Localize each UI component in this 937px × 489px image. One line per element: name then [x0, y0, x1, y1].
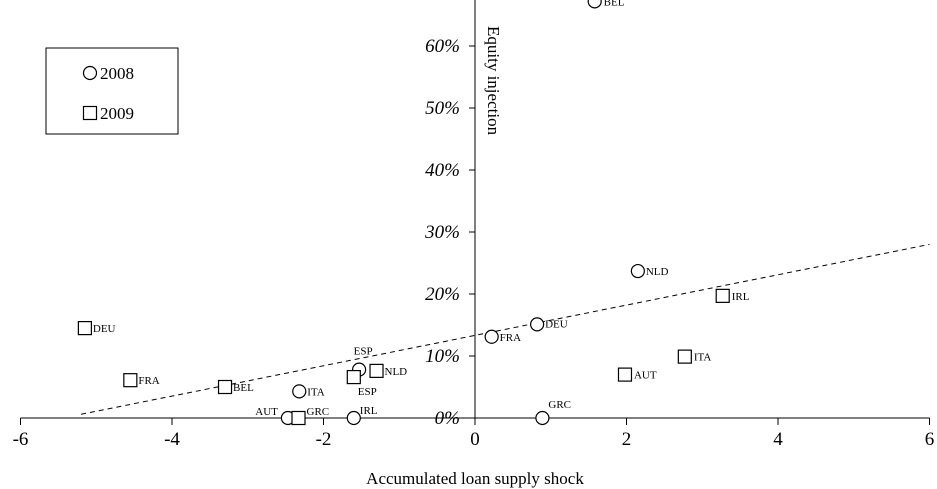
point-2009-bel: [217, 379, 233, 395]
point-label: AUT: [255, 406, 278, 418]
y-tick-label: 60%: [425, 36, 460, 57]
point-label: ITA: [307, 386, 325, 398]
point-2009-deu: [77, 321, 92, 336]
point-2008-irl: [346, 410, 361, 426]
legend-label-2009: 2009: [100, 104, 134, 123]
point-2009-fra: [123, 373, 138, 388]
point-2009-ita: [677, 349, 692, 364]
legend-box: [45, 47, 179, 135]
point-2009-aut: [617, 367, 633, 382]
point-2008-ita: [292, 384, 307, 399]
point-2009-nld: [369, 363, 384, 378]
point-2008-grc: [535, 410, 550, 426]
y-tick-label: 50%: [425, 98, 460, 119]
trend-line: [81, 243, 930, 415]
y-tick-label: 0%: [435, 408, 460, 429]
point-label: BEL: [233, 382, 254, 394]
x-tick-label: -2: [316, 429, 332, 450]
x-tick-label: -6: [13, 429, 29, 450]
y-axis-title: Equity injection: [484, 26, 503, 136]
x-tick-label: -4: [164, 429, 180, 450]
point-label: GRC: [548, 399, 571, 411]
y-tick-label: 40%: [425, 160, 460, 181]
point-label: BEL: [604, 0, 625, 8]
point-2009-grc: [291, 410, 306, 426]
y-tick-label: 30%: [424, 222, 460, 243]
point-label: ITA: [694, 352, 712, 364]
y-tick-label: 20%: [425, 284, 460, 305]
point-label: FRA: [138, 375, 159, 387]
x-tick-label: 4: [773, 429, 783, 450]
point-2009-esp: [346, 369, 361, 385]
point-label: IRL: [360, 405, 378, 417]
legend-circle-marker: [82, 65, 98, 81]
point-label: NLD: [385, 366, 408, 378]
point-2008-fra: [484, 329, 499, 344]
x-tick-label: 6: [925, 429, 935, 450]
point-label: FRA: [500, 332, 521, 344]
x-tick-label: 0: [470, 429, 480, 450]
legend-square-marker: [82, 105, 98, 121]
point-2009-irl: [715, 288, 730, 303]
point-label: DEU: [93, 323, 116, 335]
legend-label-2008: 2008: [100, 64, 134, 83]
point-label: NLD: [646, 266, 669, 278]
y-tick-label: 10%: [425, 346, 460, 367]
x-tick-label: 2: [622, 429, 632, 450]
point-label: GRC: [307, 406, 330, 418]
point-label: IRL: [732, 291, 750, 303]
point-label: ESP: [358, 386, 377, 398]
point-label: ESP: [354, 346, 373, 358]
x-axis-title: Accumulated loan supply shock: [366, 469, 584, 488]
point-2008-bel: [587, 0, 602, 9]
point-label: AUT: [634, 370, 657, 382]
point-2008-nld: [630, 263, 645, 279]
point-2008-deu: [530, 317, 545, 332]
point-label: DEU: [545, 318, 568, 330]
